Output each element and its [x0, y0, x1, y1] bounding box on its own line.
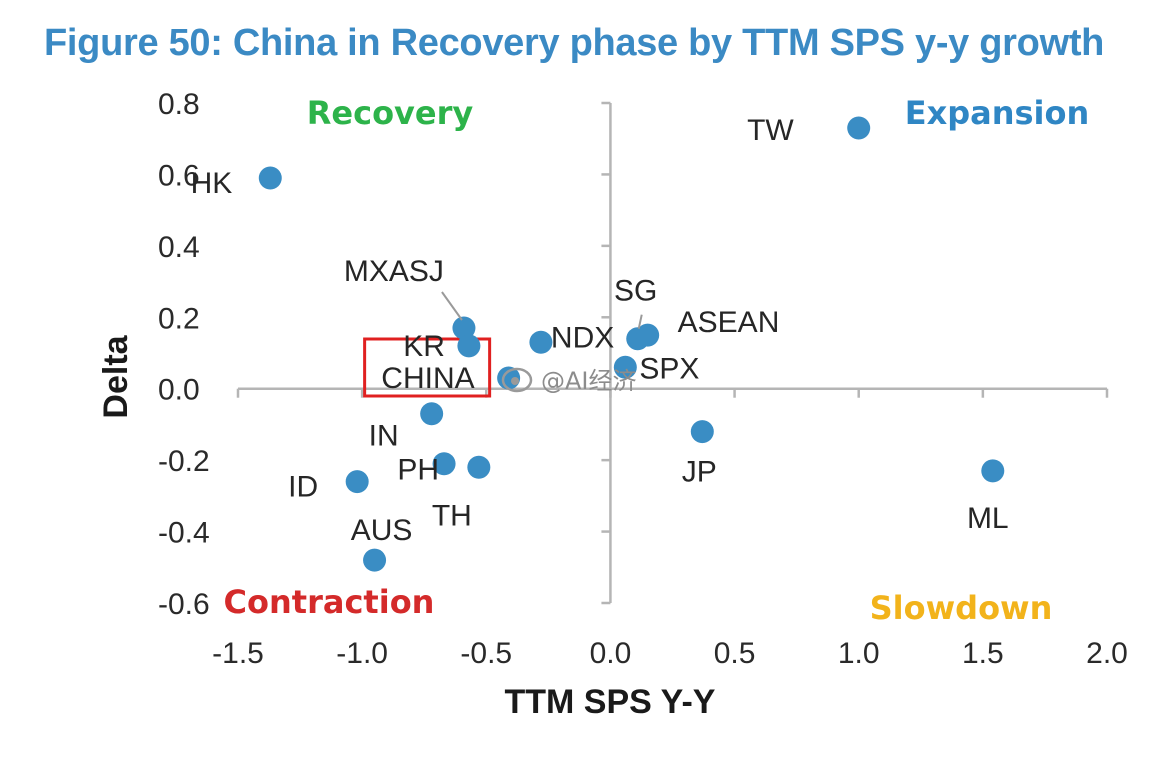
data-point-id — [345, 470, 369, 494]
data-point-aus — [363, 548, 387, 572]
point-label-mxasj: MXASJ — [344, 255, 444, 288]
data-point-spx — [613, 355, 637, 379]
data-points — [258, 116, 1005, 572]
x-tick-label: -1.0 — [336, 637, 388, 670]
y-axis-title: Delta — [97, 334, 135, 418]
y-tick-label: -0.6 — [158, 588, 210, 621]
watermark: @AI经济 — [501, 367, 637, 395]
point-label-asean: ASEAN — [678, 306, 780, 339]
y-tick-label: -0.4 — [158, 517, 210, 550]
point-label-th: TH — [432, 499, 472, 532]
quadrant-labels: Recovery Expansion Contraction Slowdown — [224, 94, 1090, 627]
point-label-sg: SG — [614, 275, 657, 308]
quadrant-label-recovery: Recovery — [307, 94, 474, 132]
point-label-hk: HK — [191, 167, 233, 200]
x-tick-label: 2.0 — [1086, 637, 1128, 670]
data-point-mxasj — [452, 316, 476, 340]
y-tick-label: 0.2 — [158, 302, 200, 335]
data-point-tw — [847, 116, 871, 140]
point-label-tw: TW — [747, 114, 794, 147]
point-label-ndx: NDX — [551, 321, 614, 354]
x-axis-title: TTM SPS Y-Y — [505, 683, 716, 721]
mxasj-leader-line — [441, 291, 463, 321]
x-tick-label: -1.5 — [212, 637, 264, 670]
data-point-ndx — [529, 330, 553, 354]
x-tick-label: 1.0 — [838, 637, 880, 670]
point-label-ph: PH — [397, 454, 439, 487]
data-point-in — [420, 402, 444, 426]
y-tick-label: 0.4 — [158, 231, 200, 264]
point-label-spx: SPX — [639, 352, 699, 385]
x-tick-label: 0.0 — [590, 637, 632, 670]
data-point-jp — [690, 420, 714, 444]
y-tick-label: 0.6 — [158, 159, 200, 192]
point-label-aus: AUS — [351, 514, 413, 547]
y-tick-label: 0.0 — [158, 374, 200, 407]
figure-title: Figure 50: China in Recovery phase by TT… — [44, 22, 1105, 64]
quadrant-label-expansion: Expansion — [905, 94, 1090, 132]
point-label-id: ID — [288, 471, 318, 504]
x-tick-label: 0.5 — [714, 637, 756, 670]
data-point-asean — [636, 323, 660, 347]
point-label-in: IN — [369, 420, 399, 453]
data-point-th — [467, 455, 491, 479]
x-tick-label: -0.5 — [460, 637, 512, 670]
y-tick-label: -0.2 — [158, 445, 210, 478]
watermark-text: @AI经济 — [541, 367, 637, 395]
chart-ticks: -1.5 -1.0 -0.5 0.0 0.5 1.0 1.5 2.0 0.8 0.6 0.4 0.2 0… — [158, 88, 1128, 670]
china-highlight-box — [363, 337, 492, 398]
data-point-kr — [457, 334, 481, 358]
data-point-hk — [258, 166, 282, 190]
data-point-ml — [981, 459, 1005, 483]
weibo-icon-dot — [511, 377, 519, 385]
weibo-icon — [501, 367, 533, 393]
data-point-ph — [432, 452, 456, 476]
highlight-layer — [363, 337, 492, 398]
quadrant-label-slowdown: Slowdown — [870, 589, 1053, 627]
sg-leader-line — [637, 314, 643, 329]
x-tick-label: 1.5 — [962, 637, 1004, 670]
point-label-jp: JP — [682, 456, 717, 489]
y-tick-label: 0.8 — [158, 88, 200, 121]
point-label-kr: KR — [403, 330, 445, 363]
point-label-china: CHINA — [381, 362, 474, 395]
point-label-ml: ML — [967, 502, 1009, 535]
quadrant-label-contraction: Contraction — [224, 583, 435, 621]
chart-axes — [236, 101, 1109, 605]
